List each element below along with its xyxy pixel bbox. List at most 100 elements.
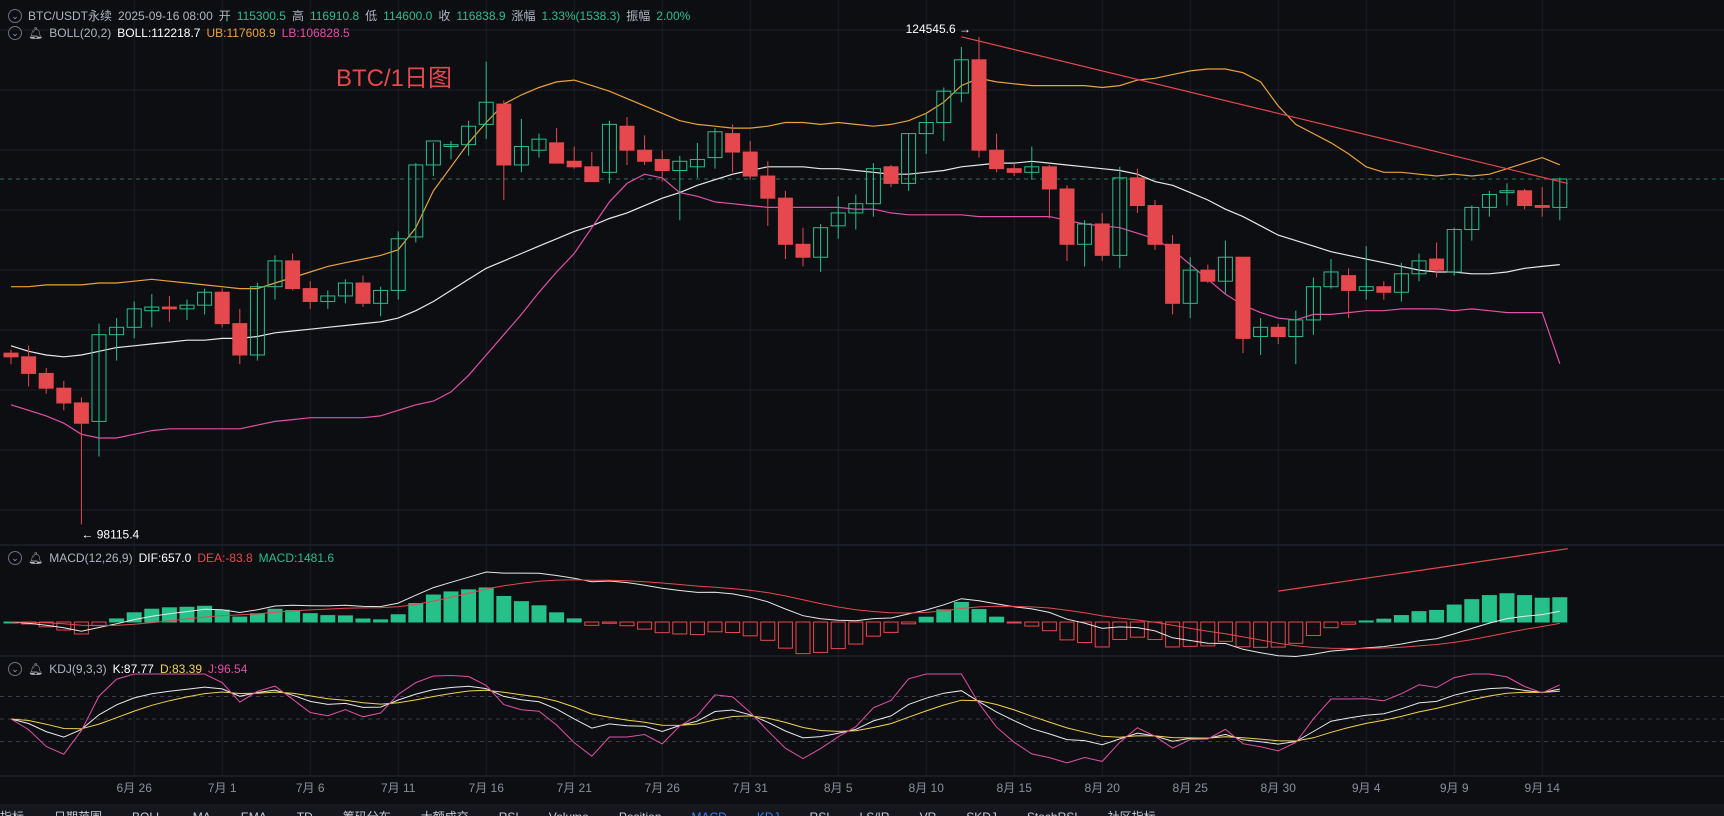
tab-11[interactable]: MACD: [692, 804, 727, 816]
candle: [1411, 253, 1427, 282]
tab-18[interactable]: 社区指标: [1108, 804, 1156, 816]
tab-4[interactable]: EMA: [241, 804, 267, 816]
x-tick-label: 8月 5: [824, 781, 853, 795]
candle: [1517, 188, 1533, 210]
candle-body: [144, 306, 160, 312]
candle: [1270, 323, 1286, 344]
tab-1[interactable]: 日期范围: [54, 804, 102, 816]
candle-body: [689, 158, 705, 168]
candle-body: [1077, 223, 1093, 245]
x-tick-label: 6月 26: [117, 781, 153, 795]
candle: [601, 120, 617, 184]
candle: [531, 133, 547, 158]
tab-8[interactable]: RSI: [499, 804, 519, 816]
symbol: BTC/USDT永续: [28, 9, 113, 23]
macd-bar: [390, 614, 406, 623]
candle-body: [865, 168, 881, 205]
candle-body: [1006, 168, 1022, 173]
macd-bar: [918, 616, 934, 623]
candle: [918, 113, 934, 154]
candle: [971, 36, 987, 158]
tab-17[interactable]: StochRSI: [1027, 804, 1078, 816]
macd-bar: [1517, 595, 1533, 623]
x-tick-label: 8月 10: [909, 781, 945, 795]
macd-bar: [1270, 621, 1286, 648]
candle-body: [760, 175, 776, 199]
candle-body: [619, 125, 635, 151]
candle: [1147, 200, 1163, 250]
macd-bar: [1200, 621, 1216, 647]
candle-body: [584, 166, 600, 183]
x-tick-label: 7月 16: [469, 781, 505, 795]
x-tick-label: 8月 20: [1085, 781, 1121, 795]
bell-icon[interactable]: 🔔︎: [28, 26, 44, 40]
candle-body: [566, 160, 582, 168]
candle: [109, 318, 125, 361]
candle: [549, 128, 565, 164]
macd-bar: [408, 603, 424, 623]
macd-bar: [531, 605, 547, 623]
candle: [1182, 257, 1198, 319]
collapse-icon[interactable]: ⌄: [8, 551, 22, 565]
candle: [1253, 318, 1269, 355]
candle: [179, 299, 195, 320]
candle-body: [830, 212, 846, 227]
tab-12[interactable]: KDJ: [757, 804, 780, 816]
macd-bar: [1006, 621, 1022, 624]
tab-6[interactable]: 筹码分布: [343, 804, 391, 816]
datetime: 2025-09-16 08:00: [118, 8, 213, 23]
tab-9[interactable]: Volume: [549, 804, 589, 816]
tab-14[interactable]: LS/IR: [860, 804, 890, 816]
candle-body: [1182, 269, 1198, 304]
macd-bar: [601, 621, 617, 624]
candle: [21, 345, 37, 387]
macd-bar: [1112, 621, 1128, 640]
candle-body: [777, 197, 793, 245]
candle-body: [1024, 166, 1040, 173]
kdj-name[interactable]: KDJ(9,3,3): [49, 662, 107, 676]
candle: [408, 163, 424, 243]
candle-body: [1323, 271, 1339, 288]
macd-bar: [1376, 618, 1392, 623]
indicator-tab-bar: 指标 日期范围 BOLL MA EMA TD 筹码分布 大额成交 RSI Volume Positi…: [0, 804, 1724, 816]
collapse-icon[interactable]: ⌄: [8, 662, 22, 676]
trend-line-0: [961, 36, 1568, 184]
macd-bar: [1411, 611, 1427, 623]
tab-0[interactable]: 指标: [0, 804, 24, 816]
candle: [1129, 168, 1145, 213]
candle: [777, 190, 793, 260]
tab-13[interactable]: RSI: [810, 804, 830, 816]
tab-15[interactable]: VR: [920, 804, 937, 816]
tab-5[interactable]: TD: [297, 804, 313, 816]
candle: [390, 231, 406, 300]
macd-bar: [1041, 621, 1057, 632]
macd-bar: [267, 608, 283, 623]
x-tick-label: 7月 31: [733, 781, 769, 795]
candle-body: [936, 90, 952, 124]
bell-icon[interactable]: 🔔︎: [28, 662, 44, 676]
candle: [760, 161, 776, 226]
collapse-icon[interactable]: ⌄: [8, 8, 22, 23]
boll-name[interactable]: BOLL(20,2): [49, 26, 112, 40]
candle-body: [1305, 286, 1321, 321]
candle-body: [637, 149, 653, 162]
tab-2[interactable]: BOLL: [132, 804, 163, 816]
boll-lb-value: LB:106828.5: [281, 26, 350, 40]
candle: [1077, 220, 1093, 267]
collapse-icon[interactable]: ⌄: [8, 26, 22, 40]
tab-7[interactable]: 大额成交: [421, 804, 469, 816]
bell-icon[interactable]: 🔔︎: [28, 551, 44, 565]
macd-bar: [795, 621, 811, 655]
macd-name[interactable]: MACD(12,26,9): [49, 551, 133, 565]
candle-body: [3, 352, 19, 358]
macd-bar: [953, 601, 969, 623]
macd-bar: [1341, 621, 1357, 625]
candle-body: [672, 160, 688, 172]
tab-16[interactable]: SKDJ: [966, 804, 997, 816]
candle-body: [1358, 286, 1374, 291]
macd-dif-line: [10, 571, 1560, 658]
tab-10[interactable]: Position: [619, 804, 662, 816]
tab-3[interactable]: MA: [193, 804, 211, 816]
macd-bar: [566, 618, 582, 623]
